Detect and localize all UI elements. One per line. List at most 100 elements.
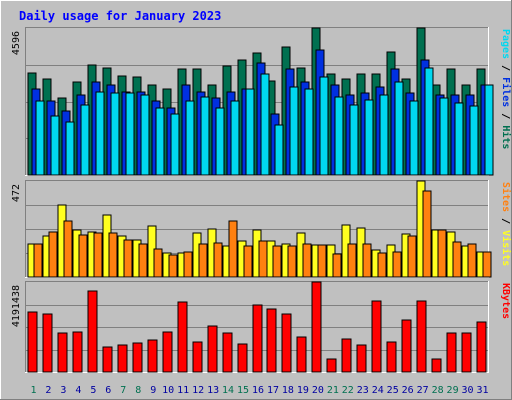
bar-sites-day-22 <box>347 243 357 278</box>
bar-sites-day-30 <box>467 243 477 278</box>
bar-pages-day-26 <box>409 100 419 176</box>
bar-kbytes-day-23 <box>356 344 367 373</box>
bar-pages-day-28 <box>439 97 449 176</box>
day-label-3: 3 <box>60 385 66 396</box>
bar-sites-day-4 <box>78 234 88 278</box>
bottom-panel: 4191438 KBytes <box>11 281 511 373</box>
day-label-23: 23 <box>357 385 369 396</box>
middle-panel: 472 Sites / Visits <box>11 180 512 278</box>
bar-pages-day-20 <box>319 76 329 176</box>
bar-kbytes-day-10 <box>162 331 173 373</box>
legend-kbytes: KBytes <box>500 283 511 319</box>
day-label-7: 7 <box>120 385 126 396</box>
bar-sites-day-13 <box>213 242 223 278</box>
bar-pages-day-3 <box>65 121 75 176</box>
day-label-10: 10 <box>162 385 174 396</box>
bar-pages-day-24 <box>379 94 389 176</box>
bar-kbytes-day-8 <box>132 342 143 373</box>
bar-pages-day-16 <box>260 73 270 176</box>
bar-kbytes-day-18 <box>281 313 292 373</box>
bar-pages-day-6 <box>110 92 120 176</box>
bar-sites-day-20 <box>317 244 327 278</box>
bottom-legend: KBytes <box>500 283 511 319</box>
bar-kbytes-day-28 <box>431 358 442 373</box>
bar-pages-day-30 <box>469 105 479 176</box>
bar-pages-day-23 <box>364 99 374 176</box>
bar-pages-day-11 <box>185 100 195 176</box>
bar-pages-day-10 <box>170 113 180 176</box>
day-label-27: 27 <box>417 385 429 396</box>
bar-sites-day-28 <box>437 229 447 278</box>
chart-panels: 4596 Pages / Files / Hits 472 Sites / Visit… <box>11 27 512 373</box>
bottom-ymax-label: 4191438 <box>11 285 22 327</box>
bar-kbytes-day-31 <box>476 321 487 373</box>
bar-sites-day-3 <box>63 220 73 278</box>
day-label-13: 13 <box>207 385 219 396</box>
bar-pages-day-15 <box>245 88 255 176</box>
bar-kbytes-day-22 <box>341 338 352 373</box>
day-label-19: 19 <box>297 385 309 396</box>
bar-sites-day-2 <box>48 231 58 278</box>
bar-pages-day-8 <box>140 94 150 176</box>
bar-pages-day-25 <box>394 81 404 176</box>
bar-kbytes-day-29 <box>446 332 457 373</box>
bar-pages-day-22 <box>349 104 359 176</box>
bar-sites-day-18 <box>287 245 297 278</box>
day-label-2: 2 <box>45 385 51 396</box>
bar-kbytes-day-24 <box>371 300 382 373</box>
bar-pages-day-2 <box>50 115 60 176</box>
bar-sites-day-15 <box>243 245 253 278</box>
bar-pages-day-12 <box>200 96 210 176</box>
bar-pages-day-21 <box>334 96 344 176</box>
bar-kbytes-day-13 <box>207 325 218 373</box>
bar-sites-day-14 <box>228 220 238 278</box>
bar-sites-day-9 <box>153 248 163 278</box>
bar-sites-day-5 <box>93 232 103 278</box>
bar-pages-day-17 <box>274 124 284 176</box>
day-label-8: 8 <box>135 385 141 396</box>
top-ymax-label: 4596 <box>11 31 22 55</box>
bar-kbytes-day-5 <box>87 290 98 373</box>
day-label-4: 4 <box>75 385 81 396</box>
bar-pages-day-29 <box>454 102 464 176</box>
bar-pages-day-7 <box>125 92 135 176</box>
bar-pages-day-1 <box>35 100 45 176</box>
bar-kbytes-day-9 <box>147 339 158 373</box>
bar-kbytes-day-17 <box>266 308 277 373</box>
day-label-31: 31 <box>476 385 488 396</box>
bar-sites-day-23 <box>362 243 372 278</box>
day-label-30: 30 <box>462 385 474 396</box>
bar-sites-day-7 <box>123 239 133 278</box>
bar-sites-day-27 <box>422 190 432 278</box>
middle-legend: Sites / Visits <box>500 182 512 266</box>
middle-legend-text: Sites / Visits <box>500 182 512 266</box>
bar-sites-day-26 <box>407 235 417 278</box>
day-label-6: 6 <box>105 385 111 396</box>
top-panel: 4596 Pages / Files / Hits <box>11 27 512 176</box>
bar-sites-day-12 <box>198 243 208 278</box>
bar-kbytes-day-25 <box>386 341 397 373</box>
top-legend: Pages / Files / Hits <box>500 29 512 149</box>
day-label-17: 17 <box>267 385 279 396</box>
bar-sites-day-16 <box>258 240 268 278</box>
day-label-5: 5 <box>90 385 96 396</box>
bar-kbytes-day-19 <box>296 336 307 373</box>
bar-sites-day-8 <box>138 243 148 278</box>
bar-kbytes-day-26 <box>401 319 412 373</box>
legend-sites: Sites <box>500 182 512 212</box>
bar-pages-day-5 <box>95 91 105 176</box>
bar-kbytes-day-2 <box>42 313 53 373</box>
bar-pages-day-27 <box>424 67 434 176</box>
day-label-24: 24 <box>372 385 384 396</box>
bar-kbytes-day-7 <box>117 344 128 373</box>
middle-ymax-label: 472 <box>11 184 22 202</box>
day-label-14: 14 <box>222 385 234 396</box>
bottom-legend-text: KBytes <box>500 283 511 319</box>
bar-sites-day-31 <box>482 251 492 278</box>
day-label-29: 29 <box>447 385 459 396</box>
bar-pages-day-18 <box>289 86 299 176</box>
bar-pages-day-14 <box>230 100 240 176</box>
bar-sites-day-21 <box>332 253 342 278</box>
legend-hits: Hits <box>500 125 512 149</box>
bar-pages-day-9 <box>155 107 165 176</box>
